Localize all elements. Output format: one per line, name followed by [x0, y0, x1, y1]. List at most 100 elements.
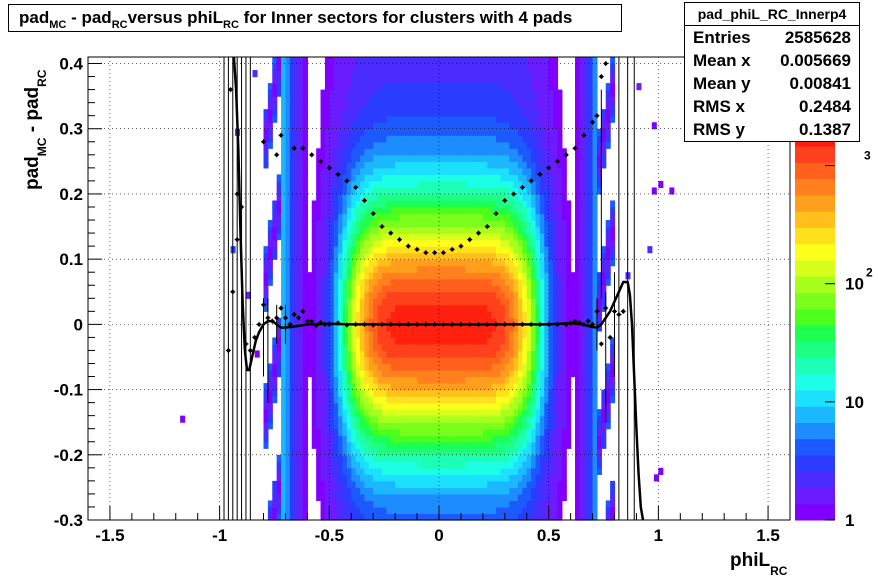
heatmap-cell: [474, 480, 480, 488]
heatmap-cell: [360, 220, 366, 228]
heatmap-cell: [307, 291, 313, 299]
heatmap-cell: [575, 285, 580, 293]
heatmap-cell: [298, 220, 304, 228]
heatmap-cell: [491, 233, 497, 241]
heatmap-cell: [526, 422, 532, 430]
heatmap-cell: [443, 363, 449, 371]
heatmap-cell: [430, 506, 436, 515]
heatmap-cell: [553, 506, 559, 515]
heatmap-cell: [557, 187, 563, 195]
heatmap-cell: [513, 285, 519, 293]
heatmap-cell: [395, 246, 401, 254]
heatmap-cell: [500, 467, 506, 475]
heatmap-cell: [368, 389, 374, 397]
heatmap-cell: [443, 291, 449, 299]
heatmap-cell: [281, 70, 287, 78]
heatmap-cell: [430, 128, 436, 136]
heatmap-cell: [408, 213, 414, 221]
heatmap-cell: [267, 409, 273, 417]
heatmap-cell: [513, 96, 519, 104]
heatmap-cell: [316, 311, 322, 319]
heatmap-cell: [509, 135, 515, 143]
heatmap-cell: [500, 167, 506, 175]
heatmap-cell: [588, 76, 594, 84]
heatmap-cell: [346, 63, 352, 71]
heatmap-cell: [592, 474, 598, 482]
heatmap-cell: [592, 422, 598, 430]
heatmap-cell: [535, 311, 541, 319]
heatmap-cell: [351, 135, 357, 143]
heatmap-cell: [579, 402, 585, 410]
heatmap-cell: [509, 389, 515, 397]
heatmap-cell: [377, 115, 383, 123]
heatmap-cell: [496, 500, 502, 508]
heatmap-cell: [500, 193, 506, 202]
heatmap-cell: [526, 383, 532, 391]
heatmap-cell: [298, 252, 304, 260]
heatmap-cell: [285, 83, 291, 91]
heatmap-cell: [474, 337, 480, 345]
heatmap-cell: [408, 246, 414, 254]
heatmap-cell: [561, 233, 567, 241]
heatmap-cell: [526, 337, 532, 345]
heatmap-cell: [526, 291, 532, 299]
heatmap-cell: [324, 233, 330, 241]
heatmap-cell: [500, 506, 506, 515]
heatmap-cell: [346, 343, 352, 352]
heatmap-cell: [298, 480, 304, 488]
heatmap-cell: [333, 128, 339, 136]
heatmap-cell: [346, 141, 352, 149]
heatmap-cell: [267, 370, 273, 378]
heatmap-cell: [298, 83, 304, 91]
heatmap-cell: [439, 109, 444, 117]
heatmap-cell: [439, 311, 444, 319]
heatmap-cell: [443, 304, 449, 312]
heatmap-cell: [360, 213, 366, 221]
heatmap-cell: [425, 304, 431, 312]
heatmap-cell: [403, 285, 409, 293]
heatmap-cell: [447, 226, 453, 234]
heatmap-cell: [377, 474, 383, 482]
heatmap-cell: [509, 109, 515, 117]
heatmap-cell: [588, 206, 594, 215]
heatmap-cell: [504, 83, 510, 91]
heatmap-cell: [272, 389, 278, 397]
heatmap-cell: [351, 487, 357, 495]
heatmap-cell: [316, 409, 322, 417]
heatmap-cell: [535, 343, 541, 352]
heatmap-cell: [544, 513, 550, 521]
heatmap-cell: [386, 154, 392, 162]
heatmap-cell: [430, 122, 436, 130]
heatmap-cell: [474, 83, 480, 91]
heatmap-cell: [342, 63, 348, 71]
heatmap-cell: [342, 57, 348, 65]
heatmap-cell: [496, 252, 502, 260]
heatmap-cell: [588, 57, 594, 65]
heatmap-cell: [579, 376, 585, 384]
heatmap-cell: [399, 383, 405, 391]
heatmap-cell: [456, 304, 462, 312]
heatmap-cell: [351, 389, 357, 397]
heatmap-cell: [517, 161, 523, 169]
heatmap-cell: [583, 480, 589, 488]
heatmap-cell: [447, 311, 453, 319]
heatmap-cell: [478, 213, 484, 221]
heatmap-cell: [504, 311, 510, 319]
heatmap-cell: [583, 57, 589, 65]
heatmap-cell: [364, 89, 370, 97]
heatmap-cell: [329, 435, 335, 443]
heatmap-cell: [403, 383, 409, 391]
heatmap-cell: [373, 239, 379, 247]
heatmap-cell: [302, 376, 308, 384]
heatmap-cell: [478, 135, 484, 143]
heatmap-cell: [285, 480, 291, 488]
heatmap-cell: [482, 233, 488, 241]
heatmap-cell: [425, 370, 431, 378]
heatmap-cell: [430, 435, 436, 443]
heatmap-cell: [553, 252, 559, 260]
heatmap-cell: [311, 422, 317, 430]
heatmap-cell: [539, 272, 545, 280]
heatmap-cell: [364, 174, 370, 182]
heatmap-cell: [434, 441, 440, 449]
heatmap-cell: [430, 193, 436, 202]
